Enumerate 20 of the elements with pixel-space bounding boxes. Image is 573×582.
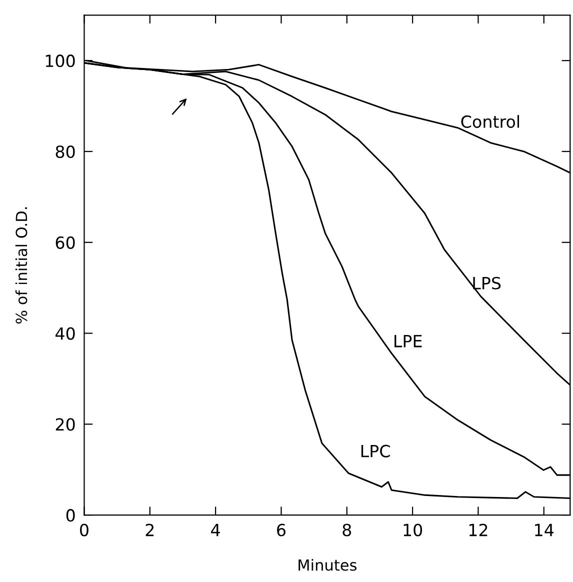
y-tick-label: 100 xyxy=(46,54,75,68)
x-tick-label: 12 xyxy=(469,524,488,536)
y-tick-label: 0 xyxy=(66,509,75,522)
x-tick-label: 14 xyxy=(535,524,554,536)
x-tick-label: 4 xyxy=(211,524,220,536)
y-tick-label: 20 xyxy=(56,418,75,431)
x-tick-label: 6 xyxy=(277,524,286,536)
x-tick-label: 10 xyxy=(404,524,422,536)
y-axis-title: % of initial O.D. xyxy=(15,207,28,324)
series-label: LPC xyxy=(361,444,390,458)
x-tick-label: 8 xyxy=(342,524,352,536)
y-tick-label: 40 xyxy=(56,327,75,340)
x-axis-title: Minutes xyxy=(298,558,357,571)
x-tick-label: 0 xyxy=(80,524,88,536)
series-label: Control xyxy=(461,115,519,128)
y-tick-label: 80 xyxy=(56,145,75,158)
series-label: LPE xyxy=(394,335,422,348)
series-label: LPS xyxy=(473,276,501,290)
x-tick-label: 2 xyxy=(146,524,154,536)
y-tick-label: 60 xyxy=(56,236,75,249)
